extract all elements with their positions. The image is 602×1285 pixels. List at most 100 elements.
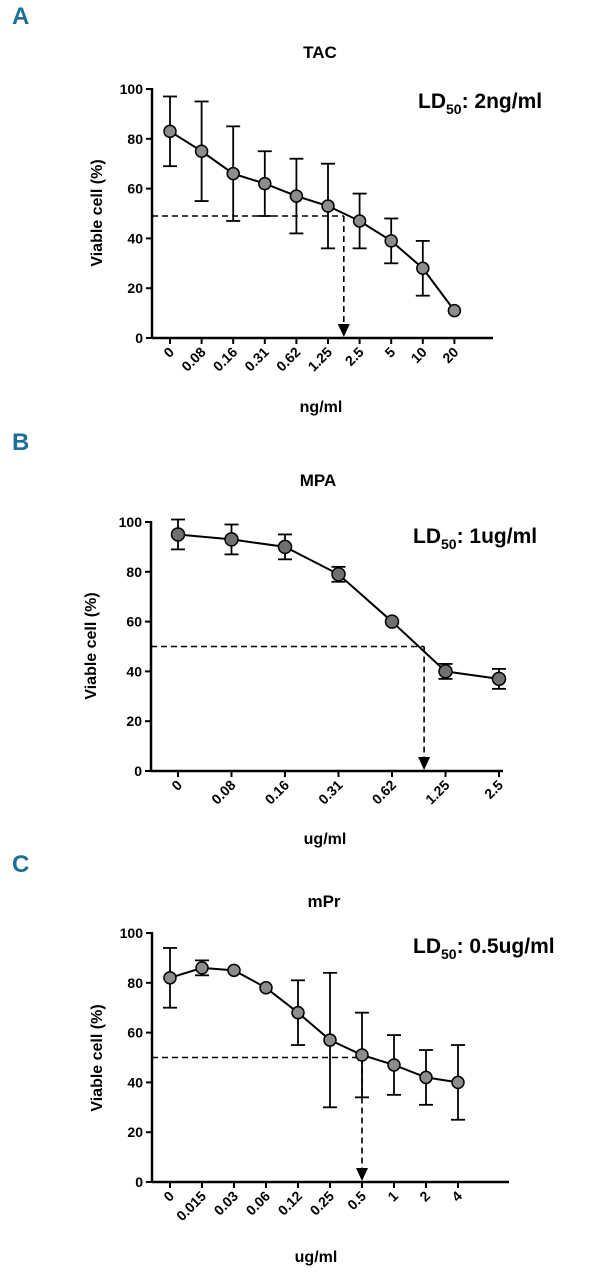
y-tick-label-a: 80 xyxy=(127,131,143,147)
data-point-a xyxy=(321,199,335,213)
x-tick-label-a: 0.62 xyxy=(273,344,304,375)
y-tick-label-a: 0 xyxy=(135,330,143,346)
x-tick-label-b: 0.62 xyxy=(369,777,400,808)
ld50-annotation-b: LD50: 1ug/ml xyxy=(413,525,537,552)
x-tick-label-b: 1.25 xyxy=(422,777,453,808)
x-tick-label-c: 4 xyxy=(448,1188,465,1205)
data-point-a xyxy=(258,176,272,191)
data-point-a xyxy=(416,261,430,276)
x-tick-label-c: 0.25 xyxy=(307,1188,338,1219)
y-tick-label-c: 40 xyxy=(127,1074,143,1090)
x-tick-label-a: 20 xyxy=(439,344,461,366)
x-tick-label-a: 5 xyxy=(381,344,398,361)
ld50-sub-a: 50 xyxy=(446,101,462,117)
x-tick-label-c: 1 xyxy=(384,1188,401,1205)
data-point-a xyxy=(226,166,240,181)
data-point-c xyxy=(355,1048,369,1062)
chart-title-c: mPr xyxy=(307,892,340,911)
series-line-a xyxy=(169,130,456,312)
x-tick-label-a: 0.16 xyxy=(210,344,241,375)
data-point-a xyxy=(352,214,367,228)
y-tick-label-c: 0 xyxy=(135,1174,143,1190)
x-tick-label-b: 0 xyxy=(168,777,185,794)
y-tick-label-b: 80 xyxy=(126,564,142,580)
y-tick-label-a: 60 xyxy=(127,181,143,197)
ld50-arrowhead-b xyxy=(418,757,431,770)
y-tick-label-c: 80 xyxy=(127,975,143,991)
ld50-rest-a: : 2ng/ml xyxy=(462,90,543,113)
data-point-c xyxy=(387,1058,401,1072)
series-line-b xyxy=(177,533,500,680)
x-tick-label-a: 0 xyxy=(160,344,177,361)
data-point-c xyxy=(259,981,273,995)
panel-letter-a: A xyxy=(12,3,29,30)
chart-title-a: TAC xyxy=(303,43,337,62)
x-axis-label-c: ug/ml xyxy=(295,1249,338,1266)
x-axis-label-b: ug/ml xyxy=(304,831,347,848)
data-point-b xyxy=(491,671,507,687)
y-tick-label-b: 100 xyxy=(119,514,143,530)
y-tick-label-b: 0 xyxy=(134,763,142,779)
ld50-main-b: LD xyxy=(413,525,441,548)
data-point-b xyxy=(224,532,239,547)
ld50-sub-c: 50 xyxy=(441,946,457,962)
y-tick-label-c: 20 xyxy=(127,1124,143,1140)
ld50-annotation-c: LD50: 0.5ug/ml xyxy=(413,935,555,962)
data-point-c xyxy=(451,1075,465,1090)
y-tick-label-c: 60 xyxy=(127,1025,143,1041)
ld50-annotation-a: LD50: 2ng/ml xyxy=(418,90,542,117)
data-point-c xyxy=(163,971,177,985)
x-tick-label-c: 0 xyxy=(160,1188,177,1205)
y-tick-label-b: 60 xyxy=(126,614,142,630)
data-point-b xyxy=(170,527,186,542)
y-tick-label-b: 40 xyxy=(126,663,142,679)
data-point-a xyxy=(194,144,209,158)
x-tick-label-c: 0.015 xyxy=(173,1188,209,1224)
x-tick-label-b: 0.31 xyxy=(315,777,346,808)
panel-c: C mPr LD50: 0.5ug/ml Viable cell (%) ug/… xyxy=(12,851,555,1266)
y-tick-label-a: 100 xyxy=(120,81,144,97)
x-tick-label-b: 0.16 xyxy=(262,777,293,808)
y-axis-label-a: Viable cell (%) xyxy=(89,159,106,266)
data-point-b xyxy=(331,567,346,582)
data-point-b xyxy=(277,539,293,555)
ld50-rest-b: : 1ug/ml xyxy=(457,525,538,548)
x-tick-label-a: 0.31 xyxy=(241,344,272,375)
data-point-c xyxy=(291,1005,305,1020)
ld50-arrowhead-c xyxy=(356,1168,368,1181)
data-point-a xyxy=(163,124,177,139)
ld50-main-a: LD xyxy=(418,90,446,113)
y-tick-label-b: 20 xyxy=(126,713,142,729)
x-tick-label-c: 0.12 xyxy=(275,1188,306,1219)
data-point-c xyxy=(323,1033,337,1047)
data-point-a xyxy=(289,189,304,203)
x-tick-label-b: 0.08 xyxy=(208,777,239,808)
plot-area-b: 0 20 40 60 80 100 0 0.08 0.16 0.31 0.62 1.25 2.5 xyxy=(119,514,507,807)
ld50-arrowhead-a xyxy=(337,324,350,337)
y-axis-label-c: Viable cell (%) xyxy=(89,1004,106,1111)
x-tick-label-b: 2.5 xyxy=(481,777,506,802)
data-point-a xyxy=(447,303,462,318)
data-point-c xyxy=(227,963,241,978)
x-tick-label-a: 1.25 xyxy=(305,344,336,375)
x-axis-label-a: ng/ml xyxy=(300,399,343,416)
y-tick-label-a: 40 xyxy=(127,230,143,246)
x-tick-label-c: 0.06 xyxy=(243,1188,274,1219)
x-tick-label-a: 2.5 xyxy=(342,344,367,369)
ld50-main-c: LD xyxy=(413,935,441,958)
x-tick-label-c: 0.5 xyxy=(344,1188,369,1213)
panel-a: A TAC LD50: 2ng/ml Viable cell (%) ng/ml… xyxy=(12,3,542,416)
data-point-c xyxy=(419,1070,433,1085)
series-line-c xyxy=(169,966,459,1084)
panel-letter-c: C xyxy=(12,851,29,878)
y-tick-label-a: 20 xyxy=(127,280,143,296)
panel-b: B MPA LD50: 1ug/ml Viable cell (%) ug/ml… xyxy=(12,429,537,848)
panel-letter-b: B xyxy=(12,429,29,456)
x-tick-label-a: 10 xyxy=(408,344,430,366)
x-tick-label-c: 0.03 xyxy=(211,1188,242,1219)
ld50-rest-c: : 0.5ug/ml xyxy=(457,935,555,958)
data-point-b xyxy=(384,614,400,629)
